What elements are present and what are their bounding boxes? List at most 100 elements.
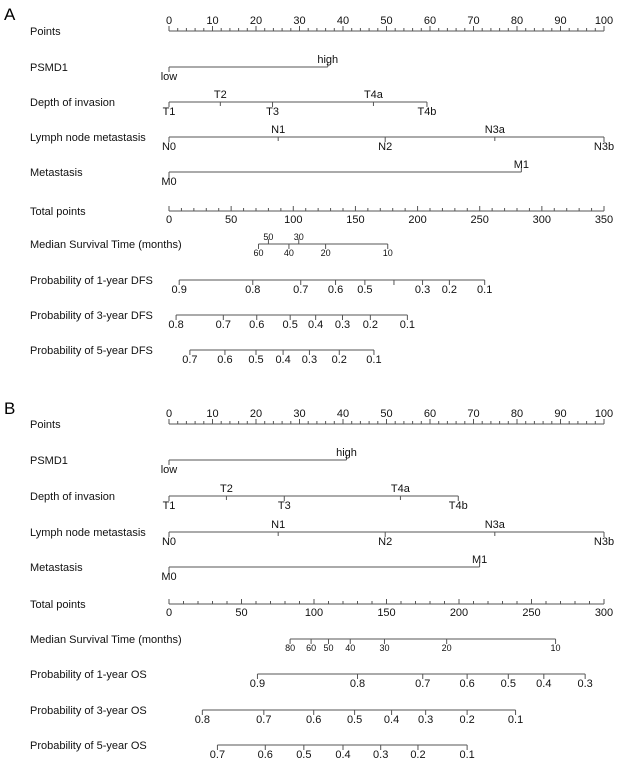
level-label: T4a [364,89,384,101]
level-label: 0.5 [296,749,311,761]
level-label: N3a [485,124,506,136]
level-label: 0.2 [459,714,474,726]
tick-label: 0 [166,607,172,619]
level-label: N3a [485,519,506,531]
level-label: 40 [345,643,355,653]
tick-label: 0 [166,408,172,420]
level-label: high [336,447,357,459]
level-label: T2 [214,89,227,101]
level-label: 10 [383,248,393,258]
level-label: N0 [162,141,176,153]
row-label: Total points [30,599,86,611]
tick-label: 70 [467,15,479,27]
tick-label: 250 [471,214,489,226]
row-label: Probability of 1-year DFS [30,275,153,287]
level-label: 0.1 [366,354,381,366]
level-label: T3 [266,106,279,118]
tick-label: 40 [337,15,349,27]
level-label: 0.4 [536,678,551,690]
level-label: 0.2 [332,354,347,366]
tick-label: 100 [305,607,323,619]
row-label: PSMD1 [30,62,68,74]
row-label: Probability of 5-year OS [30,740,147,752]
level-label: T1 [163,500,176,512]
row-label: Lymph node metastasis [30,527,146,539]
level-label: 0.7 [256,714,271,726]
level-label: 20 [321,248,331,258]
level-label: 0.2 [442,284,457,296]
tick-label: 30 [293,15,305,27]
level-label: 0.3 [335,319,350,331]
level-label: T1 [163,106,176,118]
level-label: N2 [378,141,392,153]
row-label: Points [30,419,61,431]
tick-label: 0 [166,15,172,27]
tick-label: 20 [250,408,262,420]
level-label: 0.8 [195,714,210,726]
row-label: Probability of 5-year DFS [30,345,153,357]
level-label: 0.8 [168,319,183,331]
level-label: 40 [284,248,294,258]
level-label: 0.7 [182,354,197,366]
level-label: 0.5 [347,714,362,726]
row-label: Probability of 3-year OS [30,705,147,717]
tick-label: 350 [595,214,613,226]
tick-label: 300 [533,214,551,226]
row-label: Probability of 1-year OS [30,669,147,681]
tick-label: 60 [424,15,436,27]
level-label: N3b [594,536,614,548]
panel-letter: A [4,5,16,24]
tick-label: 0 [166,214,172,226]
level-label: 0.5 [283,319,298,331]
level-label: 0.6 [217,354,232,366]
row-label: PSMD1 [30,455,68,467]
tick-label: 90 [554,408,566,420]
tick-label: 20 [250,15,262,27]
level-label: 0.5 [501,678,516,690]
level-label: T2 [220,483,233,495]
level-label: 0.2 [410,749,425,761]
level-label: 0.3 [415,284,430,296]
level-label: 0.8 [245,284,260,296]
level-label: 0.4 [335,749,350,761]
level-label: 0.3 [418,714,433,726]
tick-label: 50 [225,214,237,226]
level-label: 0.3 [578,678,593,690]
row-label: Depth of invasion [30,491,115,503]
tick-label: 50 [235,607,247,619]
level-label: 80 [285,643,295,653]
level-label: 0.8 [350,678,365,690]
level-label: 0.6 [306,714,321,726]
level-label: 0.4 [308,319,323,331]
level-label: T4a [391,483,411,495]
level-label: N0 [162,536,176,548]
level-label: 0.6 [249,319,264,331]
level-label: 0.6 [258,749,273,761]
level-label: 0.6 [328,284,343,296]
level-label: 0.7 [210,749,225,761]
level-label: 10 [551,643,561,653]
level-label: 0.6 [459,678,474,690]
level-label: 0.1 [459,749,474,761]
tick-label: 100 [595,408,613,420]
level-label: 0.5 [248,354,263,366]
level-label: 50 [323,643,333,653]
level-label: 0.4 [275,354,290,366]
tick-label: 150 [346,214,364,226]
level-label: 0.3 [302,354,317,366]
row-label: Total points [30,206,86,218]
row-label: Points [30,26,61,38]
tick-label: 250 [522,607,540,619]
level-label: M0 [161,176,176,188]
level-label: N2 [378,536,392,548]
level-label: 0.7 [216,319,231,331]
row-label: Probability of 3-year DFS [30,310,153,322]
level-label: 0.3 [373,749,388,761]
level-label: N3b [594,141,614,153]
level-label: low [161,71,178,83]
level-label: 0.1 [508,714,523,726]
level-label: 0.5 [357,284,372,296]
tick-label: 80 [511,15,523,27]
level-label: 0.9 [250,678,265,690]
